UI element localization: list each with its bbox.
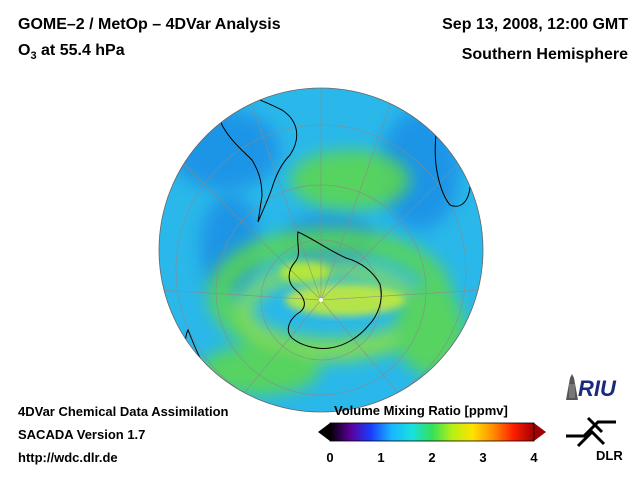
colorbar-tick-4: 4 — [530, 450, 538, 465]
colorbar-body — [330, 423, 534, 441]
dlr-logo-text: DLR — [596, 448, 623, 463]
colorbar-left-arrow — [318, 423, 330, 441]
subtitle-prefix: O — [18, 42, 31, 59]
info-block: 4DVar Chemical Data Assimilation SACADA … — [18, 404, 229, 473]
info-line-1: 4DVar Chemical Data Assimilation — [18, 404, 229, 419]
colorbar — [318, 422, 546, 442]
map-title: GOME–2 / MetOp – 4DVar Analysis — [18, 16, 281, 33]
colorbar-title: Volume Mixing Ratio [ppmv] — [334, 403, 508, 418]
info-line-2: SACADA Version 1.7 — [18, 427, 146, 442]
subtitle-subscript: 3 — [30, 50, 37, 63]
south-pole-marker — [319, 298, 323, 302]
colorbar-tick-1: 1 — [377, 450, 385, 465]
riu-logo-icon — [566, 374, 578, 400]
info-line-3: http://wdc.dlr.de — [18, 450, 118, 465]
riu-logo-text: RIU — [578, 376, 616, 401]
subtitle-suffix: at 55.4 hPa — [36, 42, 125, 59]
date-label: Sep 13, 2008, 12:00 GMT — [442, 16, 628, 33]
coastline-antarctica — [287, 231, 382, 349]
colorbar-tick-2: 2 — [428, 450, 436, 465]
dlr-logo-icon — [566, 416, 616, 448]
colorbar-right-arrow — [534, 423, 546, 441]
colorbar-tick-3: 3 — [479, 450, 487, 465]
globe-outline — [158, 87, 484, 413]
colorbar-tick-0: 0 — [326, 450, 334, 465]
map-subtitle: O3 at 55.4 hPa — [18, 42, 125, 62]
hemisphere-label: Southern Hemisphere — [461, 46, 628, 63]
coastline-south-america — [217, 93, 298, 223]
